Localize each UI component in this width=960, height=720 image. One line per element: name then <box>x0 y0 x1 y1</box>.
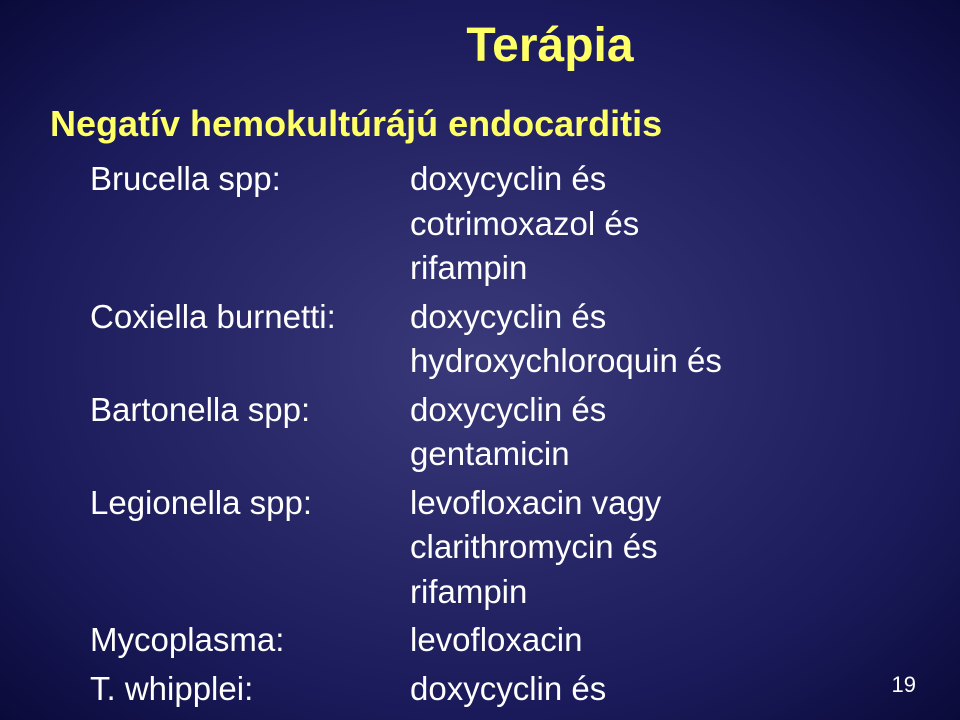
organism-label: Bartonella spp: <box>90 388 410 477</box>
therapy-row: T. whipplei: doxycyclin éshydroxychloroq… <box>90 667 920 720</box>
therapy-row: Brucella spp: doxycyclin éscotrimoxazol … <box>90 157 920 291</box>
organism-label: Coxiella burnetti: <box>90 295 410 384</box>
therapy-list: Brucella spp: doxycyclin éscotrimoxazol … <box>90 157 920 720</box>
therapy-row: Coxiella burnetti: doxycyclin éshydroxyc… <box>90 295 920 384</box>
therapy-text: levofloxacin vagyclarithromycin ésrifamp… <box>410 481 661 615</box>
slide-title: Terápia <box>180 18 920 73</box>
therapy-text: doxycyclin éshydroxychloroquin és <box>410 295 722 384</box>
therapy-text: levofloxacin <box>410 618 582 663</box>
therapy-row: Mycoplasma: levofloxacin <box>90 618 920 663</box>
therapy-text: doxycyclin éscotrimoxazol ésrifampin <box>410 157 639 291</box>
therapy-text: doxycyclin ésgentamicin <box>410 388 606 477</box>
organism-label: Legionella spp: <box>90 481 410 615</box>
slide-container: Terápia Negatív hemokultúrájú endocardit… <box>0 0 960 720</box>
organism-label: Brucella spp: <box>90 157 410 291</box>
therapy-text: doxycyclin éshydroxychloroquin <box>410 667 678 720</box>
slide-subtitle: Negatív hemokultúrájú endocarditis <box>50 103 920 145</box>
therapy-row: Legionella spp: levofloxacin vagyclarith… <box>90 481 920 615</box>
organism-label: T. whipplei: <box>90 667 410 720</box>
therapy-row: Bartonella spp: doxycyclin ésgentamicin <box>90 388 920 477</box>
page-number: 19 <box>892 672 916 698</box>
organism-label: Mycoplasma: <box>90 618 410 663</box>
